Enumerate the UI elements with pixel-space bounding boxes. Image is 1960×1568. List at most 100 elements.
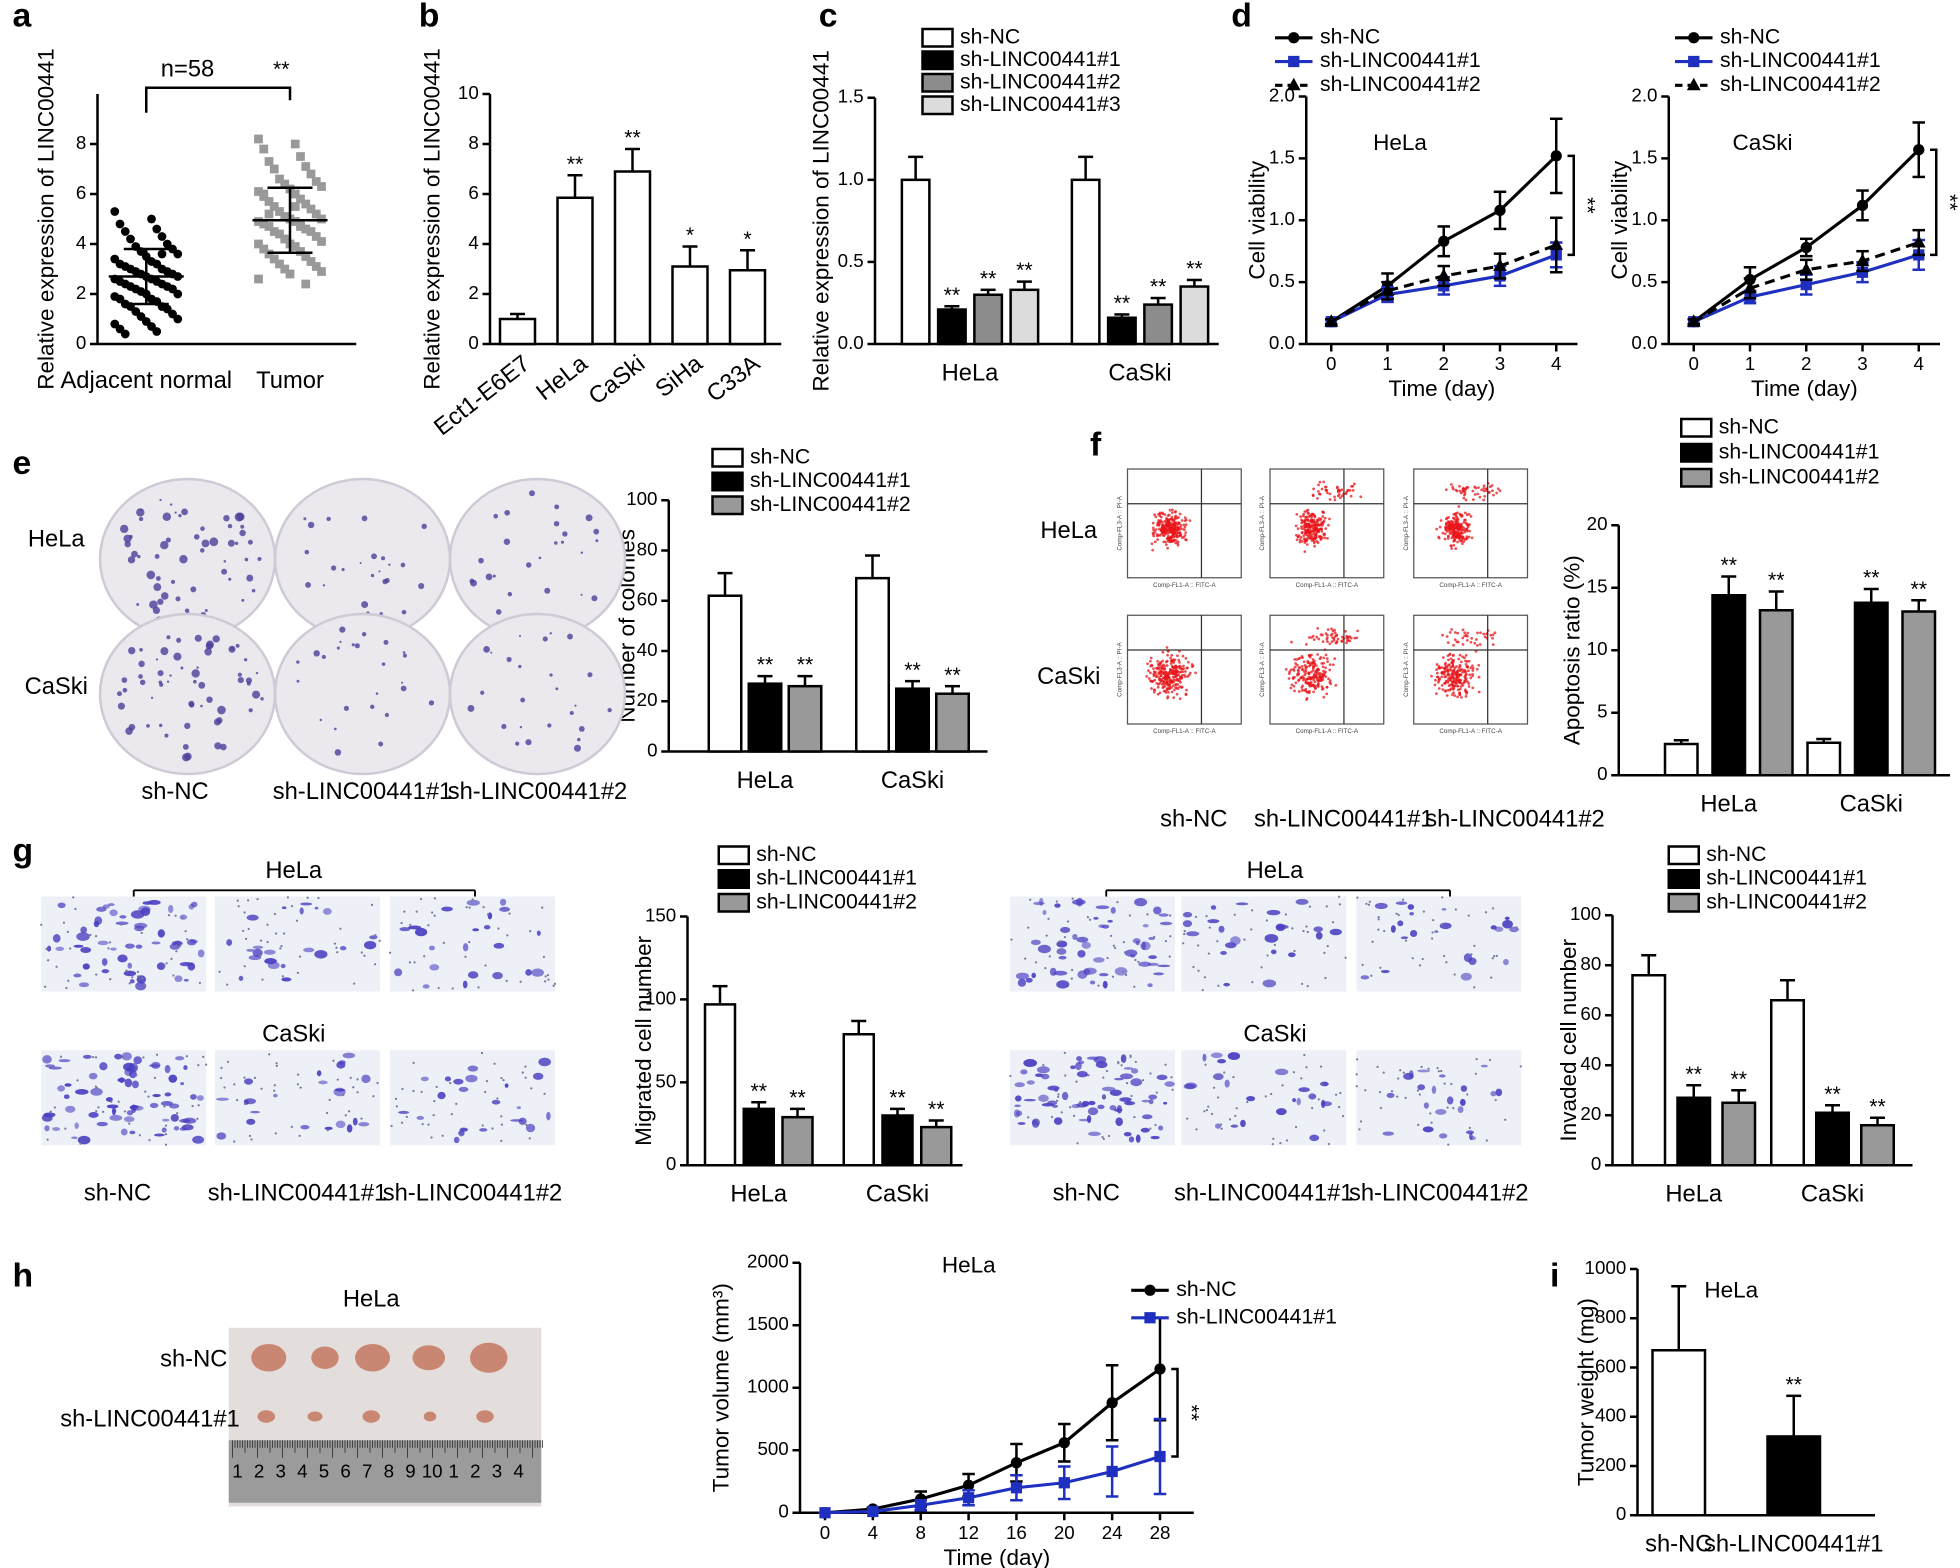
flow-event (1315, 531, 1319, 535)
flow-event (1445, 635, 1449, 638)
flow-event (1328, 642, 1332, 646)
flow-event (1149, 679, 1152, 683)
bar (1663, 742, 1699, 777)
y-tick-label: 10 (1587, 638, 1608, 659)
cell (324, 1126, 333, 1130)
cell (112, 1109, 117, 1113)
pore (226, 1060, 230, 1064)
series-line (1692, 241, 1920, 324)
pore (542, 955, 545, 959)
colony (157, 598, 164, 605)
flow-event (1300, 525, 1303, 528)
pore (1057, 1095, 1060, 1099)
cell (1308, 1093, 1317, 1100)
flow-event (1309, 681, 1313, 684)
pore (259, 939, 263, 942)
pore (339, 927, 342, 930)
flow-event (1155, 681, 1159, 685)
colony (296, 660, 300, 664)
flow-event (1465, 486, 1469, 489)
flow-event (1465, 660, 1469, 663)
colony (549, 673, 553, 677)
x-tick-label: 24 (1102, 1522, 1123, 1543)
cell (106, 1104, 119, 1109)
flow-event (1491, 489, 1494, 493)
pore (286, 896, 290, 899)
pore (1454, 908, 1457, 911)
point (819, 1507, 831, 1519)
y-tick-label: 40 (637, 639, 658, 660)
colony (580, 593, 583, 596)
pore (1404, 939, 1408, 942)
flow-event (1467, 685, 1471, 688)
cell (183, 978, 189, 982)
flow-event (1439, 519, 1443, 522)
bar (881, 1114, 914, 1167)
bar (1143, 303, 1174, 346)
colony (162, 512, 172, 521)
flow-event (1166, 522, 1169, 526)
colony (319, 718, 323, 722)
x-tick-label: 1 (1745, 353, 1755, 374)
cell (1395, 901, 1408, 905)
flow-event (1446, 641, 1450, 645)
cell (52, 1127, 61, 1131)
cell (303, 947, 315, 953)
pore (1155, 1091, 1158, 1094)
colony (418, 582, 425, 590)
cell (1148, 1094, 1158, 1100)
flow-event (1307, 523, 1311, 527)
pore (253, 1076, 257, 1080)
cell (416, 1115, 425, 1120)
pore (1111, 975, 1115, 978)
pore (242, 929, 245, 933)
flow-event (1458, 673, 1462, 677)
series-line (824, 1367, 1161, 1515)
pore (181, 916, 184, 920)
legend-label: sh-LINC00441#1 (1176, 1304, 1337, 1328)
cell (1076, 1070, 1088, 1078)
flow-event (1173, 524, 1177, 528)
flow-event (1146, 662, 1149, 666)
colony (194, 634, 202, 642)
flow-event (1469, 640, 1473, 644)
flow-event (1156, 659, 1159, 663)
pore (1319, 1065, 1323, 1068)
cell (342, 1052, 356, 1059)
legend-swatch (921, 50, 954, 71)
cell (179, 1127, 188, 1131)
flow-event (1455, 665, 1458, 668)
pore (506, 934, 509, 937)
flow-event (1458, 653, 1462, 657)
cell (1295, 898, 1309, 905)
flow-event (1465, 535, 1469, 539)
colony (166, 635, 171, 640)
ruler-number: 6 (340, 1461, 350, 1482)
flow-event (1164, 528, 1168, 532)
cell (1230, 1124, 1239, 1128)
bar (1770, 999, 1805, 1167)
pore (1323, 1129, 1326, 1132)
colony (361, 601, 369, 609)
flow-event (1453, 531, 1457, 535)
bar (613, 170, 652, 346)
point (120, 227, 130, 236)
cell (1460, 972, 1472, 981)
flow-event (1449, 657, 1453, 661)
pore (1467, 914, 1470, 917)
cell (1298, 1087, 1310, 1093)
point (157, 232, 167, 241)
pore (1164, 1063, 1167, 1066)
cell (314, 949, 328, 959)
flow-event (1452, 512, 1456, 516)
pore (442, 941, 445, 945)
pore (1284, 913, 1287, 916)
pore (1440, 923, 1443, 926)
colony (384, 712, 390, 718)
flow-event (1302, 537, 1306, 541)
flow-event (1483, 635, 1487, 639)
legend-label: sh-LINC00441#2 (756, 889, 917, 913)
colony (182, 753, 191, 762)
cell (358, 1122, 370, 1127)
